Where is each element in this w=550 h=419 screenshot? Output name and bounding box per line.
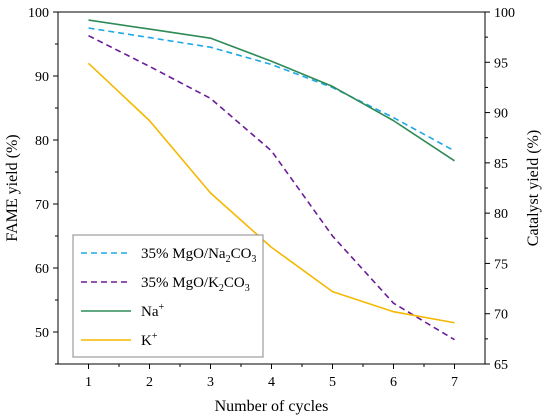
x-tick-label: 2 xyxy=(146,375,153,390)
left-y-tick-label: 80 xyxy=(35,134,49,149)
right-y-tick-label: 65 xyxy=(494,358,508,373)
left-y-tick-label: 100 xyxy=(28,6,49,21)
x-axis-label: Number of cycles xyxy=(215,398,329,415)
x-tick-label: 3 xyxy=(207,375,214,390)
legend-label-2: 35% MgO/K2CO3 xyxy=(141,275,250,294)
right-y-tick-label: 70 xyxy=(494,308,508,323)
left-y-tick-label: 90 xyxy=(35,70,49,85)
legend-label-3: Na+ xyxy=(141,302,165,320)
axis-tick-labels: 1 2 3 4 5 6 7 50 60 70 80 90 100 65 70 75 80 85 90 95 100 xyxy=(28,6,515,390)
right-y-tick-label: 85 xyxy=(494,157,508,172)
right-y-tick-label: 100 xyxy=(494,6,515,21)
legend-box xyxy=(72,234,264,358)
x-tick-label: 5 xyxy=(329,375,336,390)
x-tick-label: 4 xyxy=(268,375,275,390)
axis-ticks xyxy=(53,11,490,369)
series-line-3 xyxy=(88,19,455,162)
left-y-axis-label: FAME yield (%) xyxy=(4,134,21,241)
right-y-axis-label: Catalyst yield (%) xyxy=(525,130,542,246)
legend: 35% MgO/Na2CO3 35% MgO/K2CO3 Na+ K+ xyxy=(72,234,264,358)
x-tick-label: 1 xyxy=(85,375,92,390)
left-y-tick-label: 50 xyxy=(35,326,49,341)
left-y-tick-label: 60 xyxy=(35,262,49,277)
right-y-tick-label: 95 xyxy=(494,56,508,71)
series-line-4 xyxy=(87,62,455,324)
series-line-1 xyxy=(88,27,455,152)
legend-label-1: 35% MgO/Na2CO3 xyxy=(141,246,256,265)
left-y-tick-label: 70 xyxy=(35,198,49,213)
right-y-tick-label: 75 xyxy=(494,257,508,272)
x-tick-label: 6 xyxy=(390,375,397,390)
x-tick-label: 7 xyxy=(451,375,458,390)
right-y-tick-label: 80 xyxy=(494,207,508,222)
right-y-tick-label: 90 xyxy=(494,107,508,122)
legend-label-4: K+ xyxy=(141,331,158,349)
series-line-2 xyxy=(88,34,455,341)
data-series xyxy=(87,19,455,341)
